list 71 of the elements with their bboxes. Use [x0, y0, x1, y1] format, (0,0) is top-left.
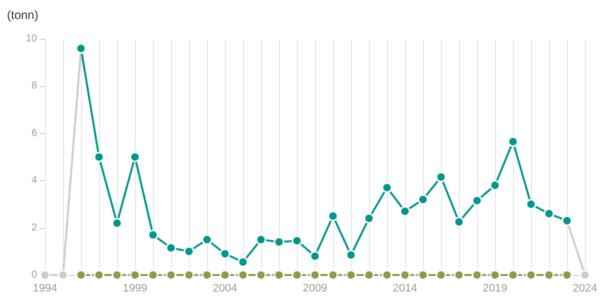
point: [436, 270, 446, 280]
point: [400, 270, 410, 280]
x-tick-label: 2014: [392, 282, 418, 294]
point: [166, 242, 176, 254]
point: [130, 152, 140, 162]
point: [202, 270, 212, 280]
point: [418, 270, 428, 280]
x-tick-label: 2024: [572, 282, 598, 294]
point: [184, 270, 194, 280]
point: [328, 270, 338, 280]
point: [148, 230, 158, 240]
y-axis-title: (tonn): [7, 8, 38, 22]
point: [346, 250, 356, 260]
point: [256, 234, 266, 245]
x-tick-label: 1994: [32, 282, 58, 294]
point: [166, 270, 176, 280]
y-tick-label: 10: [26, 34, 38, 44]
point: [580, 270, 590, 280]
point: [220, 248, 230, 260]
point: [274, 236, 284, 248]
x-tick-label: 2019: [482, 282, 508, 294]
y-tick-label: 2: [31, 222, 38, 234]
point: [490, 270, 500, 280]
y-tick-label: 8: [31, 80, 38, 92]
point: [400, 206, 410, 217]
point: [40, 270, 50, 280]
point: [94, 270, 104, 280]
point: [526, 270, 536, 280]
point: [94, 152, 104, 162]
point: [544, 208, 554, 219]
point: [112, 270, 122, 280]
point: [436, 172, 446, 182]
point: [454, 270, 464, 280]
y-tick-label: 4: [31, 175, 38, 186]
point: [184, 246, 194, 257]
point: [526, 198, 536, 210]
y-tick-label: 6: [31, 128, 38, 139]
x-tick-label: 1999: [122, 282, 148, 294]
point: [274, 270, 284, 280]
x-tick-label: 2009: [302, 282, 328, 294]
point: [418, 194, 428, 205]
point: [310, 270, 320, 280]
point: [220, 270, 230, 280]
point: [292, 236, 302, 246]
point: [544, 270, 554, 280]
point: [310, 250, 320, 262]
point: [202, 234, 212, 245]
point: [256, 270, 266, 280]
point: [292, 270, 302, 280]
point: [364, 270, 374, 280]
point: [472, 270, 482, 280]
point: [238, 256, 248, 268]
point: [508, 136, 518, 147]
point: [382, 182, 392, 193]
point: [112, 218, 122, 228]
x-tick-label: 2004: [212, 282, 238, 294]
point: [130, 270, 140, 280]
point: [346, 270, 356, 280]
point: [58, 270, 68, 280]
point: [76, 270, 86, 280]
point: [454, 216, 464, 228]
point: [364, 213, 374, 224]
point: [238, 270, 248, 280]
point: [562, 270, 572, 280]
point: [508, 270, 518, 280]
point: [328, 210, 338, 222]
point: [472, 195, 482, 206]
point: [490, 180, 500, 191]
point: [148, 270, 158, 280]
y-tick-label: 0: [31, 270, 38, 280]
point: [382, 270, 392, 280]
